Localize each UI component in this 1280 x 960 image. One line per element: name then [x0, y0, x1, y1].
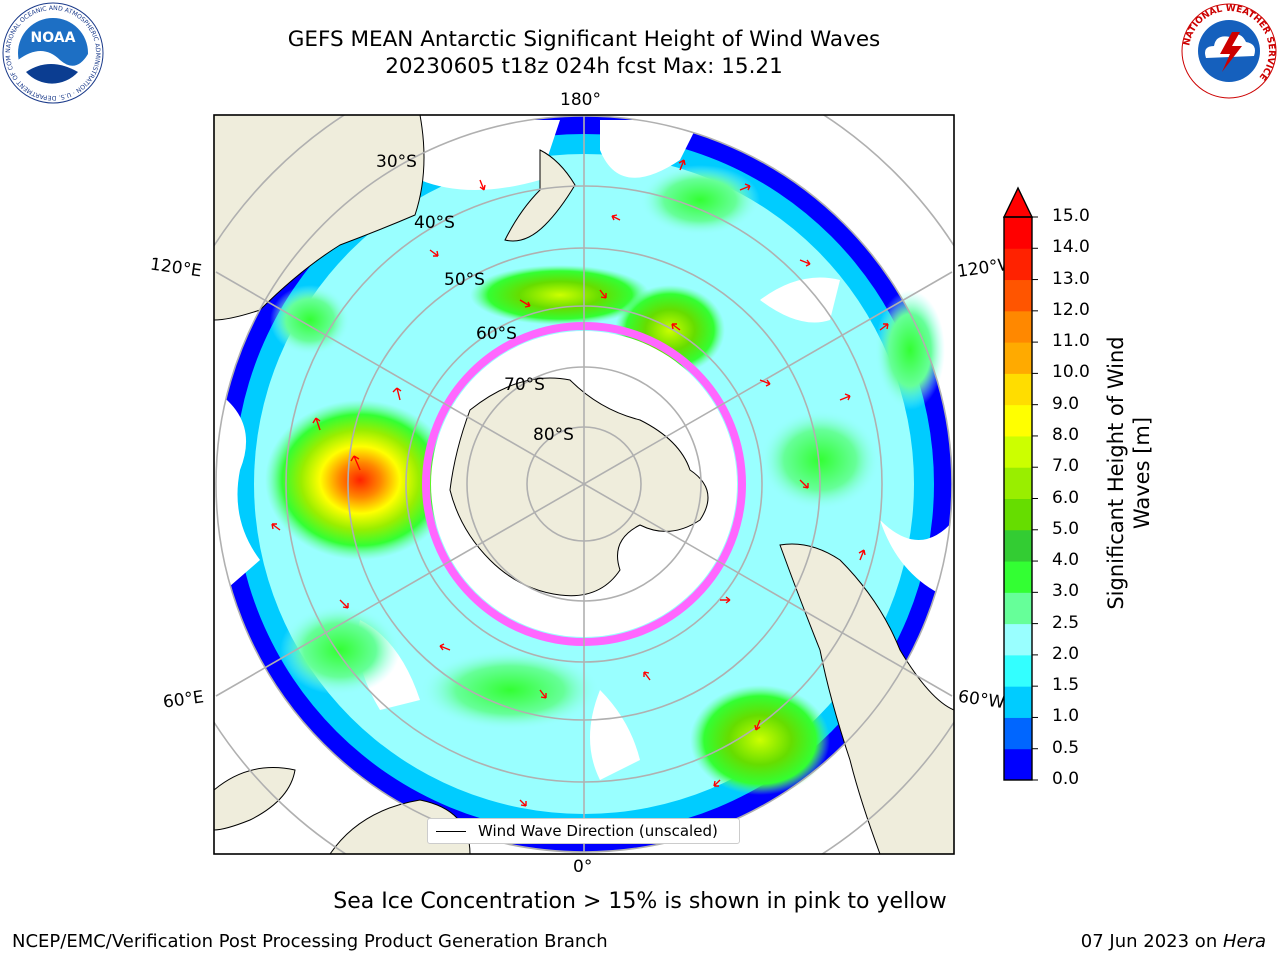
- colorbar-label: Significant Height of Wind Waves [m]: [1104, 336, 1154, 610]
- colorbar-segment: [1004, 404, 1032, 437]
- colorbar-segment: [1004, 748, 1032, 781]
- colorbar-segment: [1004, 467, 1032, 499]
- lon-label-180: 180°: [560, 90, 601, 110]
- colorbar-tick-label: 10.0: [1052, 362, 1090, 383]
- lat-label-70s: 70°S: [504, 375, 545, 395]
- colorbar-tick-label: 13.0: [1052, 268, 1090, 289]
- colorbar-extend-arrow: [1002, 186, 1034, 218]
- lat-label-40s: 40°S: [414, 213, 455, 233]
- colorbar-tick-label: 0.5: [1052, 737, 1080, 758]
- map-frame: [213, 114, 955, 855]
- footer-date-text: 07 Jun 2023 on: [1080, 931, 1223, 952]
- colorbar-segment: [1004, 342, 1032, 374]
- colorbar-segment: [1004, 592, 1032, 625]
- colorbar-segment: [1004, 623, 1032, 656]
- new-zealand: [504, 149, 576, 242]
- footer-date: 07 Jun 2023 on Hera: [1081, 931, 1266, 952]
- colorbar-tick-label: 9.0: [1052, 393, 1080, 414]
- wave-direction-arrows: [271, 159, 889, 807]
- graticule: [214, 115, 954, 854]
- sea-ice-note: Sea Ice Concentration > 15% is shown in …: [333, 889, 947, 914]
- map-legend: Wind Wave Direction (unscaled): [427, 818, 740, 844]
- colorbar-tick-label: 12.0: [1052, 299, 1090, 320]
- legend-line-icon: [436, 831, 466, 832]
- nws-logo: NATIONAL WEATHER SERVICE: [1180, 2, 1278, 100]
- colorbar-tick-label: 7.0: [1052, 456, 1080, 477]
- madagascar: [214, 767, 296, 831]
- colorbar-tick-label: 6.0: [1052, 487, 1080, 508]
- lat-label-50s: 50°S: [444, 270, 485, 290]
- colorbar-segment: [1004, 248, 1032, 281]
- colorbar-segment: [1004, 717, 1032, 750]
- colorbar-segment: [1004, 373, 1032, 406]
- colorbar-tick-label: 4.0: [1052, 550, 1080, 571]
- storm-max-region: [265, 400, 455, 560]
- colorbar-segment: [1004, 279, 1032, 312]
- colorbar: [1002, 186, 1038, 781]
- colorbar-tick-label: 5.0: [1052, 518, 1080, 539]
- map-title: GEFS MEAN Antarctic Significant Height o…: [287, 27, 881, 52]
- noaa-logo-text: NOAA: [31, 30, 76, 46]
- colorbar-tick-label: 2.5: [1052, 612, 1080, 633]
- lat-label-30s: 30°S: [376, 152, 417, 172]
- lon-label-0: 0°: [573, 857, 593, 877]
- map-subtitle: 20230605 t18z 024h fcst Max: 15.21: [385, 54, 783, 79]
- colorbar-tick-label: 15.0: [1052, 206, 1090, 226]
- noaa-logo: NATIONAL OCEANIC AND ATMOSPHERIC ADMINIS…: [0, 0, 104, 104]
- footer-branch: NCEP/EMC/Verification Post Processing Pr…: [12, 931, 608, 952]
- colorbar-tick-label: 1.0: [1052, 706, 1080, 727]
- colorbar-tick-label: 3.0: [1052, 581, 1080, 602]
- colorbar-segment: [1004, 435, 1032, 468]
- footer-machine: Hera: [1222, 931, 1266, 952]
- colorbar-segment: [1004, 561, 1032, 593]
- colorbar-segment: [1004, 217, 1032, 249]
- lat-label-60s: 60°S: [476, 324, 517, 344]
- lat-label-80s: 80°S: [533, 425, 574, 445]
- colorbar-segment: [1004, 654, 1032, 687]
- colorbar-tick-label: 2.0: [1052, 643, 1080, 664]
- colorbar-segment: [1004, 498, 1032, 531]
- colorbar-segment: [1004, 529, 1032, 562]
- australia: [214, 115, 425, 321]
- colorbar-segment: [1004, 310, 1032, 343]
- colorbar-tick-label: 0.0: [1052, 769, 1080, 789]
- colorbar-tick-label: 11.0: [1052, 331, 1090, 352]
- colorbar-tick-label: 1.5: [1052, 675, 1080, 696]
- legend-label: Wind Wave Direction (unscaled): [478, 822, 718, 840]
- colorbar-segment: [1004, 686, 1032, 718]
- colorbar-tick-label: 14.0: [1052, 237, 1090, 258]
- colorbar-tick-label: 8.0: [1052, 424, 1080, 445]
